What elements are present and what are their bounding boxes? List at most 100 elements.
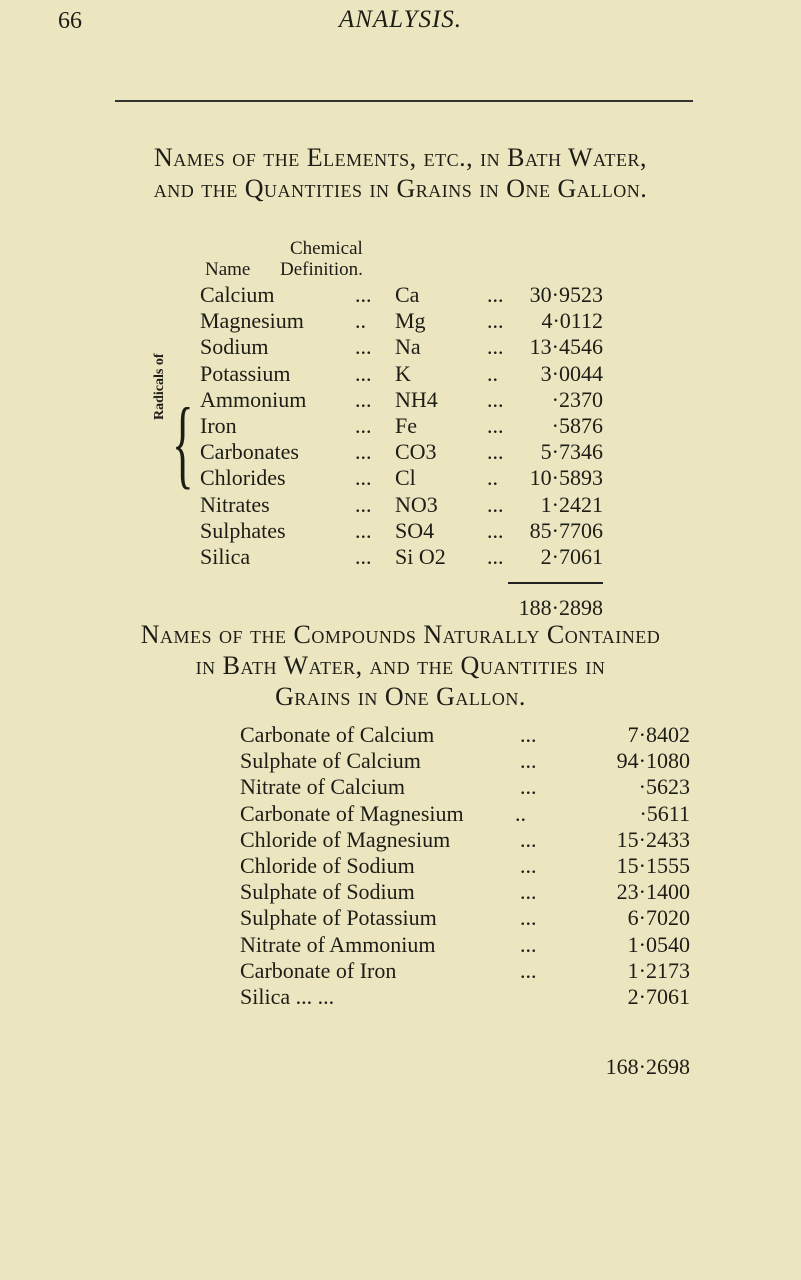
leader-dots: ... xyxy=(487,308,504,334)
chemical-definition: CO3 xyxy=(395,439,437,465)
compound-quantity: ·5623 xyxy=(638,774,690,800)
leader-dots: ... xyxy=(520,905,537,931)
element-name: Ammonium xyxy=(200,386,307,412)
leader-dots: ... xyxy=(487,386,504,412)
element-quantity: ·5876 xyxy=(551,413,603,438)
element-name: Sulphates xyxy=(200,517,286,543)
compound-name: Chloride of Magnesium xyxy=(240,826,451,852)
chemical-definition: Mg xyxy=(395,308,426,334)
table2-title-line3: Grains in One Gallon. xyxy=(275,682,526,711)
element-quantity: 13·4546 xyxy=(529,334,603,360)
compound-name: Chloride of Sodium xyxy=(240,853,415,878)
col-name-header: Name xyxy=(205,259,251,280)
element-quantity: 30·9523 xyxy=(529,282,603,307)
element-name: Iron xyxy=(200,413,237,438)
leader-dots: ... xyxy=(355,282,372,307)
leader-dots: .. xyxy=(487,465,498,491)
leader-dots: ... xyxy=(487,413,504,438)
chemical-definition: Ca xyxy=(395,282,420,307)
compound-quantity: 94·1080 xyxy=(616,748,690,774)
element-name: Nitrates xyxy=(200,491,270,517)
element-name: Silica xyxy=(200,544,251,569)
compound-quantity: 2·7061 xyxy=(627,984,690,1009)
compound-name: Nitrate of Calcium xyxy=(240,774,405,800)
compound-name: Sulphate of Calcium xyxy=(240,748,421,774)
leader-dots: ... xyxy=(355,544,372,569)
element-quantity: 85·7706 xyxy=(529,517,603,543)
chemical-definition: Cl xyxy=(395,465,416,491)
element-quantity: 2·7061 xyxy=(540,544,603,569)
chemical-definition: NH4 xyxy=(395,386,438,412)
col-def-header-1: Chemical xyxy=(290,238,363,259)
table2-title-line2: in Bath Water, and the Quantities in xyxy=(195,651,606,680)
element-quantity: 5·7346 xyxy=(540,439,603,465)
compound-name: Carbonate of Magnesium xyxy=(240,800,464,826)
compound-name: Sulphate of Potassium xyxy=(240,905,437,931)
leader-dots: ... xyxy=(520,879,537,905)
header-rule xyxy=(115,100,693,102)
leader-dots: ... xyxy=(355,517,372,543)
page-number: 66 xyxy=(58,8,82,34)
element-name: Magnesium xyxy=(200,308,304,334)
element-quantity: 1·2421 xyxy=(540,491,603,517)
leader-dots: .. xyxy=(487,360,498,386)
compound-name: Carbonate of Calcium xyxy=(240,722,435,747)
compound-quantity: ·5611 xyxy=(639,800,690,826)
leader-dots: ... xyxy=(520,931,537,957)
table1-title-line2: and the Quantities in Grains in One Gall… xyxy=(153,174,648,203)
leader-dots: ... xyxy=(520,722,537,747)
leader-dots: ... xyxy=(355,386,372,412)
chemical-definition: Na xyxy=(395,334,421,360)
table2-title-line1: Names of the Compounds Naturally Contain… xyxy=(140,620,661,649)
compound-name: Carbonate of Iron xyxy=(240,957,397,983)
leader-dots: ... xyxy=(520,826,537,852)
leader-dots: ... xyxy=(520,957,537,983)
leader-dots: ... xyxy=(487,517,504,543)
compound-name: Sulphate of Sodium xyxy=(240,879,415,905)
leader-dots: ... xyxy=(355,413,372,438)
running-head: ANALYSIS. xyxy=(338,6,463,33)
chemical-definition: Si O2 xyxy=(395,544,446,569)
compound-quantity: 6·7020 xyxy=(627,905,690,931)
leader-dots: ... xyxy=(487,544,504,569)
leader-dots: .. xyxy=(515,800,526,826)
element-name: Carbonates xyxy=(200,439,299,465)
leader-dots: ... xyxy=(520,748,537,774)
table1-total: 188·2898 xyxy=(518,595,603,620)
col-def-header-2: Definition. xyxy=(280,259,363,280)
leader-dots: ... xyxy=(355,360,372,386)
leader-dots: ... xyxy=(520,774,537,800)
leader-dots: .. xyxy=(355,308,366,334)
radicals-brace: { xyxy=(172,387,194,498)
leader-dots: ... xyxy=(520,853,537,878)
chemical-definition: SO4 xyxy=(395,517,435,543)
compound-quantity: 1·2173 xyxy=(627,957,690,983)
leader-dots: ... xyxy=(355,334,372,360)
compound-name: Nitrate of Ammonium xyxy=(240,931,436,957)
element-quantity: 3·0044 xyxy=(540,360,603,386)
compound-quantity: 23·1400 xyxy=(616,879,690,905)
element-name: Potassium xyxy=(200,360,291,386)
leader-dots: ... xyxy=(487,439,504,465)
leader-dots: ... xyxy=(355,491,372,517)
compound-quantity: 7·8402 xyxy=(627,722,690,747)
leader-dots: ... xyxy=(487,491,504,517)
total-rule xyxy=(508,582,603,584)
compound-name: Silica ... ... xyxy=(240,984,335,1009)
element-name: Sodium xyxy=(200,334,269,360)
radicals-label: Radicals of xyxy=(152,353,167,421)
chemical-definition: K xyxy=(395,360,411,386)
leader-dots: ... xyxy=(487,282,504,307)
leader-dots: ... xyxy=(487,334,504,360)
compound-quantity: 15·1555 xyxy=(616,853,690,878)
element-quantity: 10·5893 xyxy=(529,465,603,491)
element-name: Chlorides xyxy=(200,465,286,491)
table1-title-line1: Names of the Elements, etc., in Bath Wat… xyxy=(153,143,648,172)
compound-quantity: 1·0540 xyxy=(627,931,690,957)
element-name: Calcium xyxy=(200,282,275,307)
element-quantity: 4·0112 xyxy=(541,308,603,334)
compound-quantity: 15·2433 xyxy=(616,826,690,852)
element-quantity: ·2370 xyxy=(551,386,603,412)
table2-total: 168·2698 xyxy=(605,1054,690,1079)
